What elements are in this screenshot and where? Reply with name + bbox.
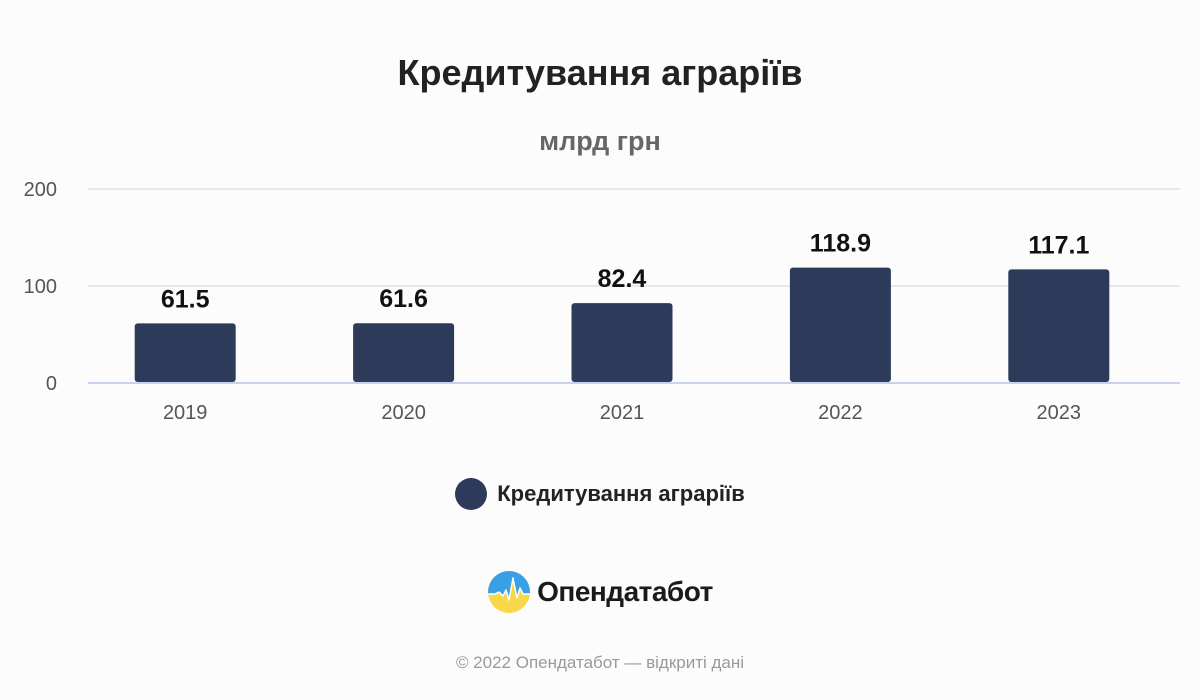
- brand: Опендатабот: [0, 570, 1200, 614]
- bar-value-label: 61.5: [161, 285, 210, 313]
- chart-subtitle: млрд грн: [539, 126, 661, 156]
- bar-value-label: 82.4: [598, 265, 647, 293]
- legend-swatch: [455, 478, 488, 510]
- legend-label: Кредитування аграріїв: [497, 481, 745, 506]
- chart-title: Кредитування аграріїв: [397, 52, 803, 93]
- bar: [134, 323, 236, 382]
- x-tick-label: 2023: [1037, 402, 1082, 424]
- bar: [353, 323, 455, 382]
- x-tick-label: 2022: [818, 402, 863, 424]
- x-tick-label: 2020: [381, 402, 426, 424]
- opendatabot-logo-icon: [488, 571, 531, 613]
- bar-value-label: 117.1: [1028, 231, 1089, 259]
- bar: [1008, 269, 1110, 382]
- y-tick-label: 100: [24, 276, 57, 298]
- x-tick-label: 2021: [600, 402, 645, 424]
- footer-copyright: © 2022 Опендатабот — відкриті дані: [455, 653, 745, 672]
- y-tick-label: 0: [46, 373, 57, 395]
- bar: [789, 267, 891, 382]
- bar-value-label: 118.9: [810, 230, 871, 258]
- bar: [571, 303, 673, 382]
- bar-value-label: 61.6: [379, 285, 428, 313]
- y-tick-label: 200: [24, 179, 57, 201]
- x-tick-label: 2019: [163, 402, 208, 424]
- brand-name: Опендатабот: [537, 576, 713, 607]
- legend[interactable]: Кредитування аграріїв: [0, 478, 1200, 510]
